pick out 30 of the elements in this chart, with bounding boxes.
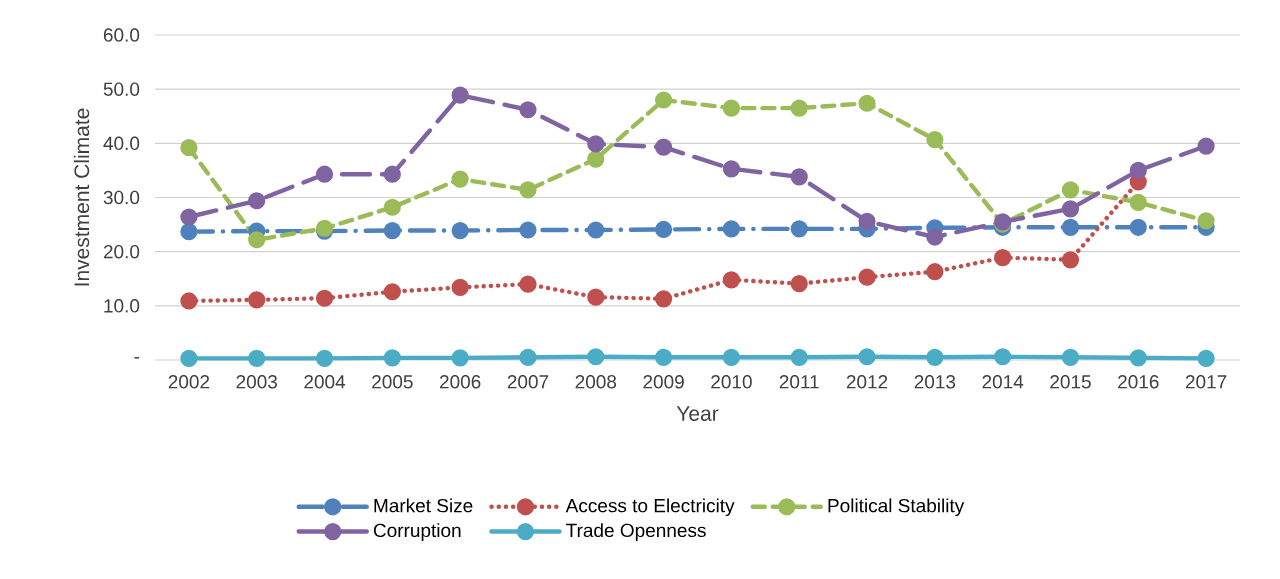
legend-label: Market Size [374,498,473,513]
legend-label: Trade Openness [566,523,706,541]
x-tick-label: 2007 [507,375,549,389]
x-tick-label: 2014 [982,375,1024,389]
y-tick-label: 40.0 [103,136,140,151]
legend-label: Access to Electricity [565,498,735,517]
y-tick-label: 20.0 [103,244,140,259]
x-tick-label: 2010 [711,375,752,389]
x-tick-label: 2004 [304,375,346,389]
x-tick-label: 2002 [168,375,210,389]
legend-label: Political Stability [828,498,965,517]
legend-label: Corruption [373,523,461,541]
y-tick-label: - [134,357,140,359]
x-tick-label: 2008 [575,375,617,389]
y-axis-title: Investment Climate [73,108,90,286]
y-tick-label: 50.0 [103,82,140,96]
x-axis-title: Year [676,406,719,421]
x-tick-label: 2005 [372,375,413,389]
x-tick-label: 2003 [236,375,277,389]
x-tick-label: 2017 [1185,375,1227,389]
x-tick-label: 2012 [846,375,888,389]
x-tick-label: 2006 [439,375,481,389]
y-tick-label: 60.0 [103,28,140,42]
y-tick-label: 30.0 [103,190,140,205]
x-tick-label: 2015 [1050,375,1091,389]
x-tick-label: 2011 [779,375,819,389]
y-tick-label: 10.0 [104,299,140,313]
x-tick-label: 2016 [1118,375,1159,389]
x-tick-label: 2009 [643,375,684,389]
x-tick-label: 2013 [914,375,956,389]
